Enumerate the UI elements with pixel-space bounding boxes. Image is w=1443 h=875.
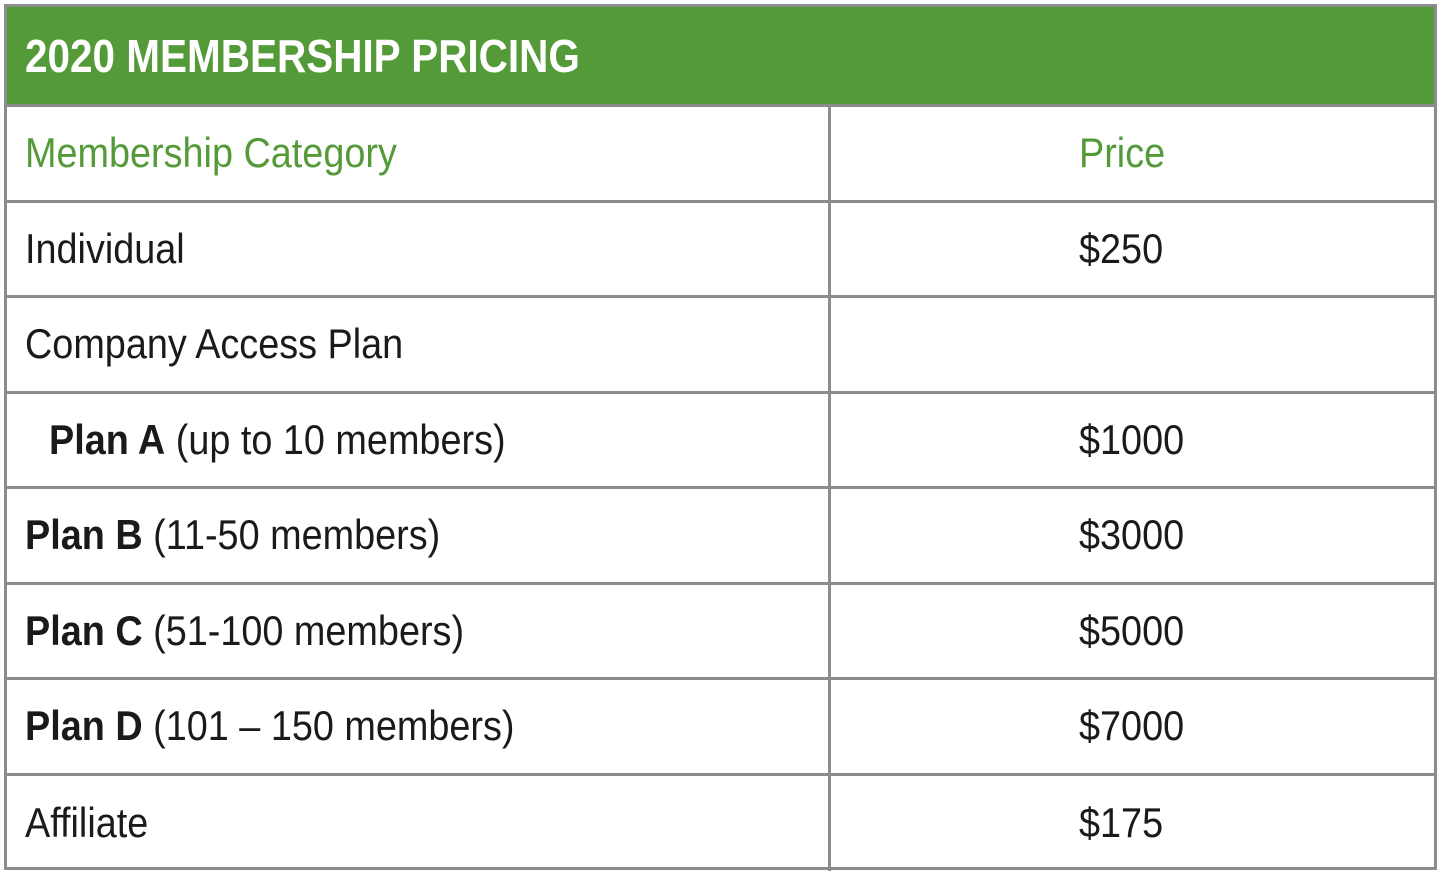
category-cell: Plan A (up to 10 members): [7, 393, 831, 486]
price-cell: $5000: [1079, 606, 1185, 654]
price-cell: $7000: [1079, 702, 1185, 750]
category-cell: Affiliate: [7, 775, 831, 871]
category-cell: Individual: [7, 202, 831, 295]
membership-pricing-table: 2020 MEMBERSHIP PRICING Membership Categ…: [4, 4, 1437, 871]
table-row-plan-d: Plan D (101 – 150 members) $7000: [7, 680, 1434, 776]
title-bar: 2020 MEMBERSHIP PRICING: [7, 7, 1434, 107]
table-row-plan-c: Plan C (51-100 members) $5000: [7, 584, 1434, 680]
price-cell: $175: [1079, 799, 1164, 847]
price-cell: [831, 298, 1434, 391]
plan-description: (101 – 150 members): [142, 702, 515, 750]
table-row-plan-b: Plan B (11-50 members) $3000: [7, 489, 1434, 585]
table-row-individual: Individual $250: [7, 202, 1434, 298]
category-cell: Company Access Plan: [7, 298, 831, 391]
table-header-row: Membership Category Price: [7, 107, 1434, 203]
plan-description: (11-50 members): [142, 511, 441, 559]
price-column-header: Price: [1079, 129, 1166, 177]
table-row-affiliate: Affiliate $175: [7, 775, 1434, 871]
plan-name: Plan D: [25, 702, 143, 750]
plan-name: Plan B: [25, 511, 143, 559]
category-column-header: Membership Category: [7, 107, 831, 200]
plan-description: (up to 10 members): [165, 415, 506, 463]
plan-name: Plan C: [25, 606, 143, 654]
plan-name: Plan A: [49, 415, 166, 463]
category-cell: Plan B (11-50 members): [7, 489, 831, 582]
table-title: 2020 MEMBERSHIP PRICING: [25, 29, 580, 82]
table-row-plan-a: Plan A (up to 10 members) $1000: [7, 393, 1434, 489]
category-cell: Plan D (101 – 150 members): [7, 680, 831, 773]
price-cell: $250: [1079, 224, 1164, 272]
table-row-company-access-plan: Company Access Plan: [7, 298, 1434, 394]
category-cell: Plan C (51-100 members): [7, 584, 831, 677]
price-cell: $1000: [1079, 415, 1185, 463]
plan-description: (51-100 members): [142, 606, 465, 654]
price-cell: $3000: [1079, 511, 1185, 559]
